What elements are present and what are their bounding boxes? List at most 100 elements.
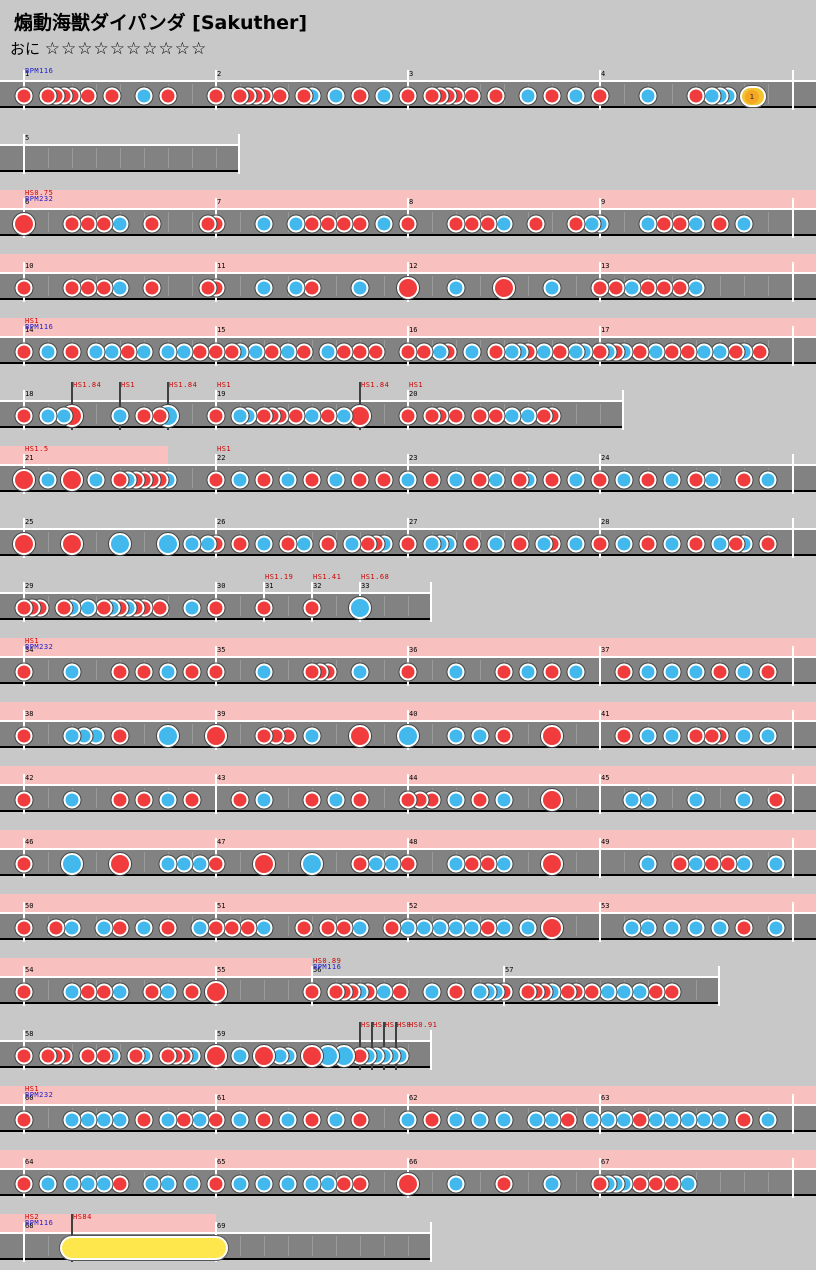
ka-note — [367, 855, 385, 873]
ka-note — [63, 919, 81, 937]
row-end-line — [622, 390, 624, 430]
don-note — [471, 791, 489, 809]
measure-number: 26 — [217, 518, 226, 526]
ka-note — [255, 919, 273, 937]
beat-tick — [96, 532, 97, 552]
ka-note — [343, 535, 361, 553]
measure-number: 51 — [217, 902, 226, 910]
ka-note — [615, 471, 633, 489]
ka-note — [463, 343, 481, 361]
don-note — [351, 1111, 369, 1129]
big-ka-note — [301, 853, 323, 875]
ka-note — [623, 791, 641, 809]
beat-tick — [240, 852, 241, 872]
don-note — [591, 471, 609, 489]
ka-note — [423, 983, 441, 1001]
ka-note — [79, 1175, 97, 1193]
row-end-line — [792, 710, 794, 750]
don-note — [207, 1175, 225, 1193]
don-note — [591, 1175, 609, 1193]
big-ka-note — [397, 725, 419, 747]
don-note — [15, 791, 33, 809]
beat-tick — [48, 852, 49, 872]
ka-note — [399, 1111, 417, 1129]
ka-note — [663, 471, 681, 489]
measure-number: 6 — [25, 198, 30, 206]
ka-note — [319, 1175, 337, 1193]
don-note — [391, 983, 409, 1001]
don-note — [335, 343, 353, 361]
don-note — [351, 471, 369, 489]
ka-note — [279, 343, 297, 361]
chart-row: 18 19 20 HS1.84 HS1 HS1.84 HS1 HS1.84 HS1 — [0, 382, 624, 438]
measure-number: 33 — [361, 582, 370, 590]
measure-number: 36 — [409, 646, 418, 654]
beat-tick — [384, 404, 385, 424]
don-note — [111, 791, 129, 809]
beat-tick — [384, 340, 385, 360]
ka-note — [351, 919, 369, 937]
beat-tick — [504, 532, 505, 552]
don-note — [143, 983, 161, 1001]
don-note — [95, 983, 113, 1001]
chart-row: 1 2 3 4 BPM116 1 — [0, 62, 816, 118]
measure-number: 16 — [409, 326, 418, 334]
beat-tick — [96, 404, 97, 424]
ka-note — [159, 855, 177, 873]
difficulty-stars: ☆☆☆☆☆☆☆☆☆☆ — [44, 39, 208, 59]
don-note — [543, 471, 561, 489]
don-note — [151, 407, 169, 425]
don-note — [175, 1111, 193, 1129]
row-end-line — [238, 134, 240, 174]
row-end-line — [430, 1222, 432, 1262]
big-don-note — [205, 725, 227, 747]
don-note — [527, 215, 545, 233]
don-note — [479, 215, 497, 233]
don-note — [399, 407, 417, 425]
don-note — [559, 1111, 577, 1129]
don-note — [583, 983, 601, 1001]
ka-note — [447, 1175, 465, 1193]
speed-change-band — [0, 446, 168, 464]
ka-note — [255, 663, 273, 681]
scroll-speed-label: HS1 — [217, 381, 232, 389]
row-end-line — [792, 646, 794, 686]
don-note — [543, 87, 561, 105]
ka-note — [599, 1111, 617, 1129]
ka-note — [327, 87, 345, 105]
beat-tick — [720, 1172, 721, 1192]
don-note — [39, 87, 57, 105]
measure-number: 42 — [25, 774, 34, 782]
ka-note — [175, 855, 193, 873]
ka-note — [351, 279, 369, 297]
don-note — [263, 343, 281, 361]
don-note — [63, 279, 81, 297]
ka-note — [79, 599, 97, 617]
beat-tick — [720, 276, 721, 296]
don-note — [447, 215, 465, 233]
ka-note — [543, 1175, 561, 1193]
row-end-line — [792, 902, 794, 942]
scroll-speed-label: HS1 — [25, 1085, 40, 1093]
don-note — [351, 343, 369, 361]
ka-note — [735, 727, 753, 745]
beat-tick — [336, 532, 337, 552]
don-note — [399, 791, 417, 809]
measure-number: 32 — [313, 582, 322, 590]
don-note — [735, 1111, 753, 1129]
measure-number: 62 — [409, 1094, 418, 1102]
don-note — [95, 599, 113, 617]
speed-change-marker — [119, 382, 121, 430]
big-ka-note — [109, 533, 131, 555]
don-note — [335, 1175, 353, 1193]
don-note — [79, 1047, 97, 1065]
ka-note — [703, 87, 721, 105]
ka-note — [303, 1175, 321, 1193]
beat-tick — [504, 468, 505, 488]
don-note — [319, 919, 337, 937]
don-note — [543, 663, 561, 681]
don-note — [255, 471, 273, 489]
don-note — [79, 983, 97, 1001]
beat-tick — [528, 724, 529, 744]
ka-note — [583, 215, 601, 233]
